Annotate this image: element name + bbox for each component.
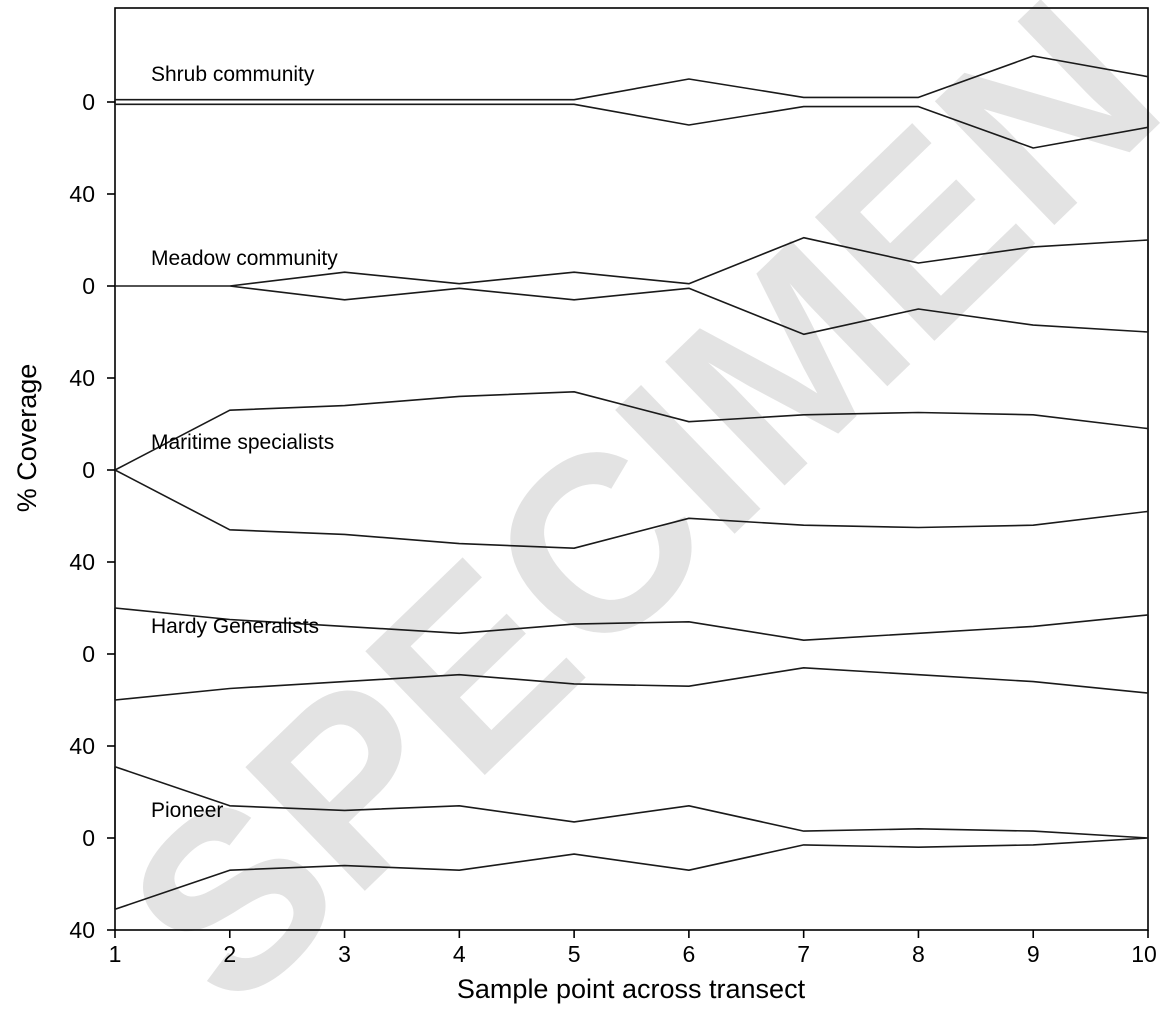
series-label-2: Meadow community bbox=[151, 247, 338, 270]
kite-series-layer bbox=[114, 55, 1149, 911]
kite-series-4 bbox=[114, 607, 1149, 701]
kite-series-1 bbox=[114, 55, 1149, 149]
x-tick-label-3: 3 bbox=[338, 941, 351, 967]
y-tick-label-5: 40 bbox=[69, 549, 95, 575]
x-tick-label-5: 5 bbox=[568, 941, 581, 967]
series-label-1: Shrub community bbox=[151, 63, 315, 86]
x-tick-label-2: 2 bbox=[223, 941, 236, 967]
y-tick-label-3: 40 bbox=[69, 365, 95, 391]
series-label-3: Maritime specialists bbox=[151, 431, 334, 454]
x-tick-label-10: 10 bbox=[1131, 941, 1157, 967]
x-tick-label-9: 9 bbox=[1027, 941, 1040, 967]
y-axis-label: % Coverage bbox=[12, 364, 42, 513]
y-tick-label-6: 0 bbox=[82, 641, 95, 667]
kite-series-2 bbox=[114, 236, 1149, 336]
x-tick-label-6: 6 bbox=[682, 941, 695, 967]
kite-series-5 bbox=[114, 765, 1149, 911]
y-tick-label-9: 40 bbox=[69, 917, 95, 943]
x-axis: 1 2 3 4 5 6 7 8 9 10 bbox=[109, 930, 1157, 967]
kite-series-3 bbox=[114, 390, 1149, 550]
y-axis: 0 40 0 40 0 40 0 40 0 40 bbox=[69, 89, 115, 943]
y-tick-label-1: 40 bbox=[69, 181, 95, 207]
y-tick-label-0: 0 bbox=[82, 89, 95, 115]
y-tick-label-8: 0 bbox=[82, 825, 95, 851]
y-tick-label-2: 0 bbox=[82, 273, 95, 299]
x-axis-label: Sample point across transect bbox=[457, 974, 806, 1004]
series-label-4: Hardy Generalists bbox=[151, 615, 319, 638]
x-tick-label-8: 8 bbox=[912, 941, 925, 967]
x-tick-label-7: 7 bbox=[797, 941, 810, 967]
band-labels: Shrub community Meadow community Maritime … bbox=[151, 63, 338, 822]
x-tick-label-1: 1 bbox=[109, 941, 122, 967]
y-tick-label-7: 40 bbox=[69, 733, 95, 759]
series-label-5: Pioneer bbox=[151, 799, 223, 822]
y-tick-label-4: 0 bbox=[82, 457, 95, 483]
x-tick-label-4: 4 bbox=[453, 941, 466, 967]
